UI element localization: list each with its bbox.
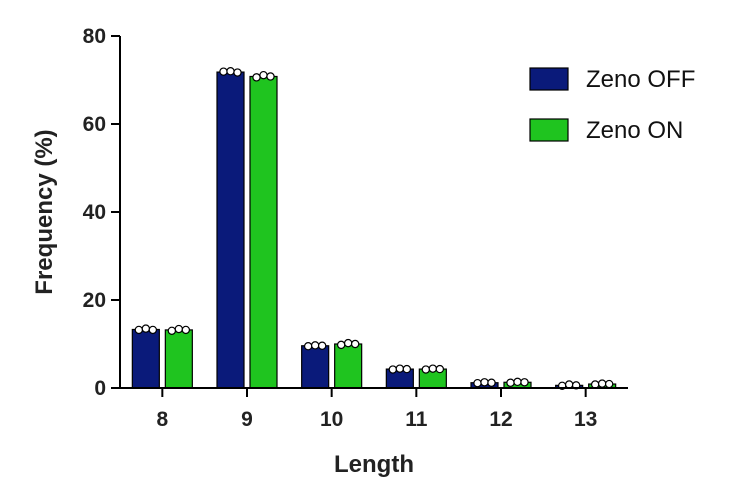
replicate-point <box>148 325 158 335</box>
replicate-point <box>597 379 607 388</box>
replicate-point <box>310 341 320 350</box>
replicate-point <box>336 340 346 350</box>
bar-zeno-off-9 <box>216 71 245 389</box>
y-tick-label: 40 <box>83 201 106 224</box>
replicate-points-layer <box>134 66 614 390</box>
replicate-point <box>219 67 228 76</box>
replicate-point <box>259 70 268 80</box>
bar-zeno-on-9 <box>249 75 278 389</box>
replicate-point <box>435 364 445 374</box>
replicate-point <box>266 72 275 81</box>
replicate-point <box>520 378 529 387</box>
legend-swatch-zeno-on <box>529 118 569 142</box>
y-tick-label: 80 <box>83 25 106 48</box>
y-tick-label: 20 <box>83 289 106 312</box>
y-tick-label: 0 <box>94 377 106 400</box>
replicate-point <box>506 378 515 387</box>
replicate-point <box>134 325 144 335</box>
legend: Zeno OFF Zeno ON <box>529 66 695 144</box>
replicate-point <box>604 379 614 389</box>
legend-label-zeno-off: Zeno OFF <box>586 66 695 93</box>
replicate-point <box>167 326 177 335</box>
bar-zeno-on-8 <box>164 329 193 389</box>
replicate-point <box>303 342 313 351</box>
y-tick-label: 60 <box>83 113 106 136</box>
legend-swatch-zeno-off <box>529 67 569 91</box>
bar-zeno-on-10 <box>334 343 363 389</box>
x-tick-label: 9 <box>241 408 253 431</box>
x-tick-label: 11 <box>405 408 428 431</box>
replicate-point <box>317 341 327 350</box>
replicate-point <box>252 73 261 82</box>
replicate-point <box>421 365 431 374</box>
replicate-point <box>480 378 489 387</box>
y-axis-title: Frequency (%) <box>31 129 58 294</box>
replicate-point <box>513 377 522 387</box>
replicate-point <box>473 378 482 388</box>
replicate-point <box>233 68 242 77</box>
x-tick-label: 12 <box>489 408 512 431</box>
x-axis-title: Length <box>334 451 414 478</box>
y-ticks: 0 20 40 60 80 <box>83 25 120 400</box>
replicate-point <box>226 66 235 76</box>
x-ticks: 8 9 10 11 12 13 <box>156 388 597 431</box>
replicate-point <box>141 324 151 333</box>
replicate-point <box>402 364 412 374</box>
replicate-point <box>388 365 398 374</box>
bar-zeno-off-10 <box>301 345 330 389</box>
replicate-point <box>343 338 353 348</box>
replicate-point <box>395 364 405 373</box>
x-tick-label: 13 <box>574 408 597 431</box>
bar-zeno-off-8 <box>131 328 160 389</box>
replicate-point <box>487 378 496 387</box>
replicate-point <box>181 325 191 335</box>
x-tick-label: 10 <box>320 408 343 431</box>
replicate-point <box>350 339 360 349</box>
replicate-point <box>174 324 184 334</box>
x-tick-label: 8 <box>156 408 168 431</box>
legend-label-zeno-on: Zeno ON <box>586 117 683 144</box>
replicate-point <box>428 364 438 373</box>
